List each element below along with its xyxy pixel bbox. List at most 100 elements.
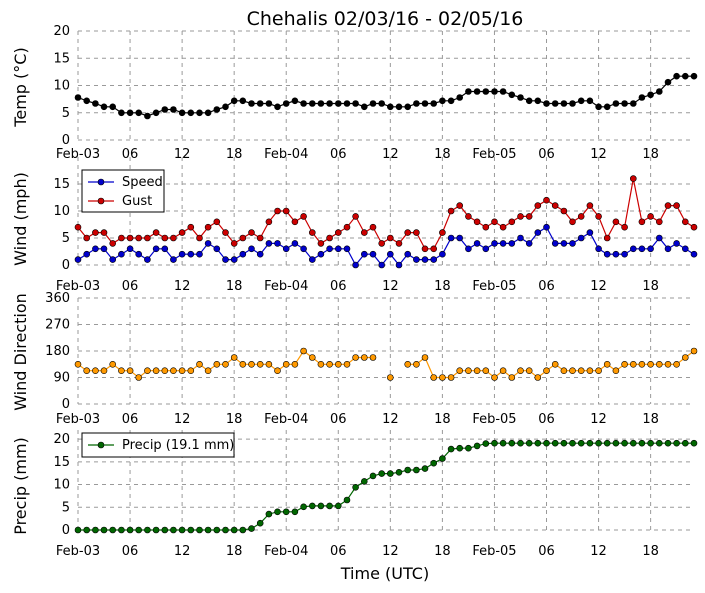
wind_direction-xtick-label: 12 (590, 412, 607, 427)
precipitation-ytick-label: 15 (53, 455, 70, 470)
precipitation-data-point (456, 444, 464, 452)
wind-xtick-label: 12 (174, 279, 191, 294)
precipitation-data-point (274, 508, 281, 516)
wind_direction-xtick-label: 06 (122, 412, 139, 427)
wind-ytick-label: 10 (53, 204, 70, 219)
wind-data-point (204, 223, 212, 231)
temperature-data-point (560, 100, 568, 107)
wind-data-point (647, 213, 654, 220)
wind-data-point (248, 229, 255, 236)
wind-data-point (638, 245, 646, 253)
wind-data-point (586, 229, 594, 236)
temperature-data-point (404, 103, 412, 111)
temperature-xtick-label: Feb-03 (56, 147, 100, 162)
precipitation-data-point (334, 502, 342, 510)
precipitation-data-point (629, 439, 637, 447)
temperature-data-point (586, 97, 594, 105)
wind_direction-data-point (300, 347, 307, 355)
precipitation-data-point (248, 525, 255, 532)
wind-data-point (74, 256, 82, 263)
wind_direction-data-point (230, 354, 238, 361)
wind-data-point (334, 229, 342, 236)
temperature-data-point (256, 100, 264, 107)
wind_direction-data-point (491, 374, 498, 381)
precipitation-data-point (447, 445, 455, 453)
wind-data-point (74, 223, 82, 231)
wind-data-point (612, 218, 620, 226)
temperature-data-point (421, 100, 429, 107)
wind-data-point (308, 256, 316, 263)
wind_direction-data-point (109, 360, 116, 368)
wind_direction-data-point (404, 360, 412, 368)
wind-ylabel: Wind (mph) (11, 172, 30, 266)
wind-data-point (690, 223, 698, 231)
precipitation-xtick-label: 12 (382, 544, 399, 559)
wind_direction-data-point (603, 360, 611, 368)
wind-data-point (543, 196, 550, 204)
wind-series-gust (74, 175, 698, 253)
wind-data-point (178, 250, 186, 258)
precipitation-data-point (144, 526, 151, 534)
temperature-data-point (447, 97, 455, 105)
temperature-ytick-label: 0 (62, 133, 70, 148)
temperature-data-point (508, 91, 516, 99)
wind_direction-xtick-label: 18 (434, 412, 451, 427)
wind-data-point (317, 250, 325, 258)
wind-legend-marker (97, 178, 105, 186)
temperature-data-point (603, 103, 611, 111)
precipitation-xtick-label: 06 (330, 544, 347, 559)
temperature-data-point (465, 88, 472, 95)
wind-data-point (230, 256, 238, 263)
temperature-data-point (291, 97, 299, 105)
precipitation-data-point (152, 526, 160, 534)
precipitation-xtick-label: 18 (226, 544, 243, 559)
precipitation-data-point (196, 526, 203, 534)
wind_direction-data-point (317, 360, 325, 368)
wind-legend-marker (97, 197, 105, 205)
precipitation-data-point (551, 439, 559, 447)
wind_direction-data-point (551, 360, 559, 368)
temperature-data-point (282, 100, 290, 107)
wind-data-point (447, 207, 455, 215)
wind-data-point (118, 250, 125, 258)
wind-data-point (603, 250, 611, 258)
wind-data-point (196, 250, 203, 258)
wind-data-point (612, 250, 620, 258)
precipitation-data-point (586, 439, 594, 447)
wind-data-point (413, 229, 420, 236)
temperature-data-point (491, 88, 498, 95)
temperature-data-point (274, 103, 281, 111)
precipitation-data-point (439, 455, 446, 462)
wind_direction-data-point (83, 367, 90, 375)
temperature-data-point (308, 100, 316, 107)
precipitation-data-point (413, 466, 420, 474)
wind-data-point (282, 245, 290, 253)
wind_direction-data-point (196, 360, 203, 368)
wind-data-point (638, 218, 646, 226)
wind-data-point (135, 250, 142, 258)
wind-data-point (152, 245, 160, 253)
wind-data-point (664, 245, 672, 253)
wind-xtick-label: 12 (382, 279, 399, 294)
temperature-data-point (178, 109, 186, 117)
wind-data-point (681, 218, 689, 226)
temperature-data-point (326, 100, 333, 107)
wind-data-point (473, 240, 481, 247)
wind-data-point (430, 245, 438, 253)
wind-data-point (439, 229, 446, 236)
wind-data-point (118, 234, 125, 242)
wind-data-point (170, 234, 177, 242)
precipitation-data-point (577, 439, 585, 447)
wind_direction-data-point (508, 374, 516, 381)
wind-data-point (456, 202, 464, 209)
temperature-data-point (612, 100, 620, 107)
wind_direction-xtick-label: 18 (642, 412, 659, 427)
wind-data-point (83, 250, 90, 258)
temperature-data-point (100, 103, 108, 111)
precipitation-data-point (230, 526, 238, 534)
wind-data-point (135, 234, 142, 242)
wind_direction-data-point (595, 367, 602, 375)
wind-data-point (525, 213, 533, 220)
temperature-data-point (621, 100, 628, 107)
wind_direction-data-point (352, 354, 359, 361)
